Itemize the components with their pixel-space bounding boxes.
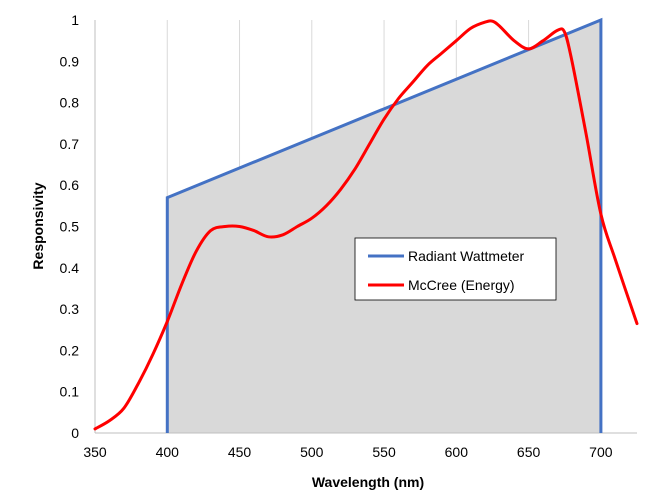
x-tick-label-400: 400 xyxy=(156,444,180,460)
legend-label-radiant-wattmeter: Radiant Wattmeter xyxy=(408,248,525,264)
radiant-wattmeter-area xyxy=(167,20,601,433)
y-axis-title: Responsivity xyxy=(30,182,46,269)
y-tick-label-0: 0 xyxy=(71,425,79,441)
y-tick-label-1: 1 xyxy=(71,12,79,28)
y-tick-label-0.1: 0.1 xyxy=(60,384,80,400)
legend-box xyxy=(354,237,557,301)
y-tick-label-0.4: 0.4 xyxy=(60,260,80,276)
y-tick-label-0.2: 0.2 xyxy=(60,342,80,358)
legend-label-mccree-energy: McCree (Energy) xyxy=(408,277,515,293)
y-tick-label-0.8: 0.8 xyxy=(60,95,80,111)
series-line-mccree-energy xyxy=(93,19,639,431)
y-tick-label-0.7: 0.7 xyxy=(60,136,80,152)
x-tick-label-550: 550 xyxy=(372,444,396,460)
x-tick-label-600: 600 xyxy=(445,444,469,460)
tick-labels: 350 400 450 500 550 600 650 700 0 0.1 0.2 0.3 0.4 0.5… xyxy=(60,12,613,460)
legend: Radiant Wattmeter McCree (Energy) xyxy=(354,237,557,301)
series-line-radiant-wattmeter xyxy=(165,17,603,433)
y-tick-label-0.9: 0.9 xyxy=(60,53,80,69)
x-tick-label-450: 450 xyxy=(228,444,252,460)
y-tick-label-0.6: 0.6 xyxy=(60,177,80,193)
x-axis-title: Wavelength (nm) xyxy=(312,474,424,490)
axes xyxy=(94,20,637,434)
x-tick-label-350: 350 xyxy=(83,444,107,460)
series-layer xyxy=(93,17,639,433)
y-tick-label-0.5: 0.5 xyxy=(60,219,80,235)
y-tick-label-0.3: 0.3 xyxy=(60,301,80,317)
x-tick-label-500: 500 xyxy=(300,444,324,460)
x-tick-label-650: 650 xyxy=(517,444,541,460)
x-tick-label-700: 700 xyxy=(589,444,613,460)
fill-layer xyxy=(167,20,601,433)
